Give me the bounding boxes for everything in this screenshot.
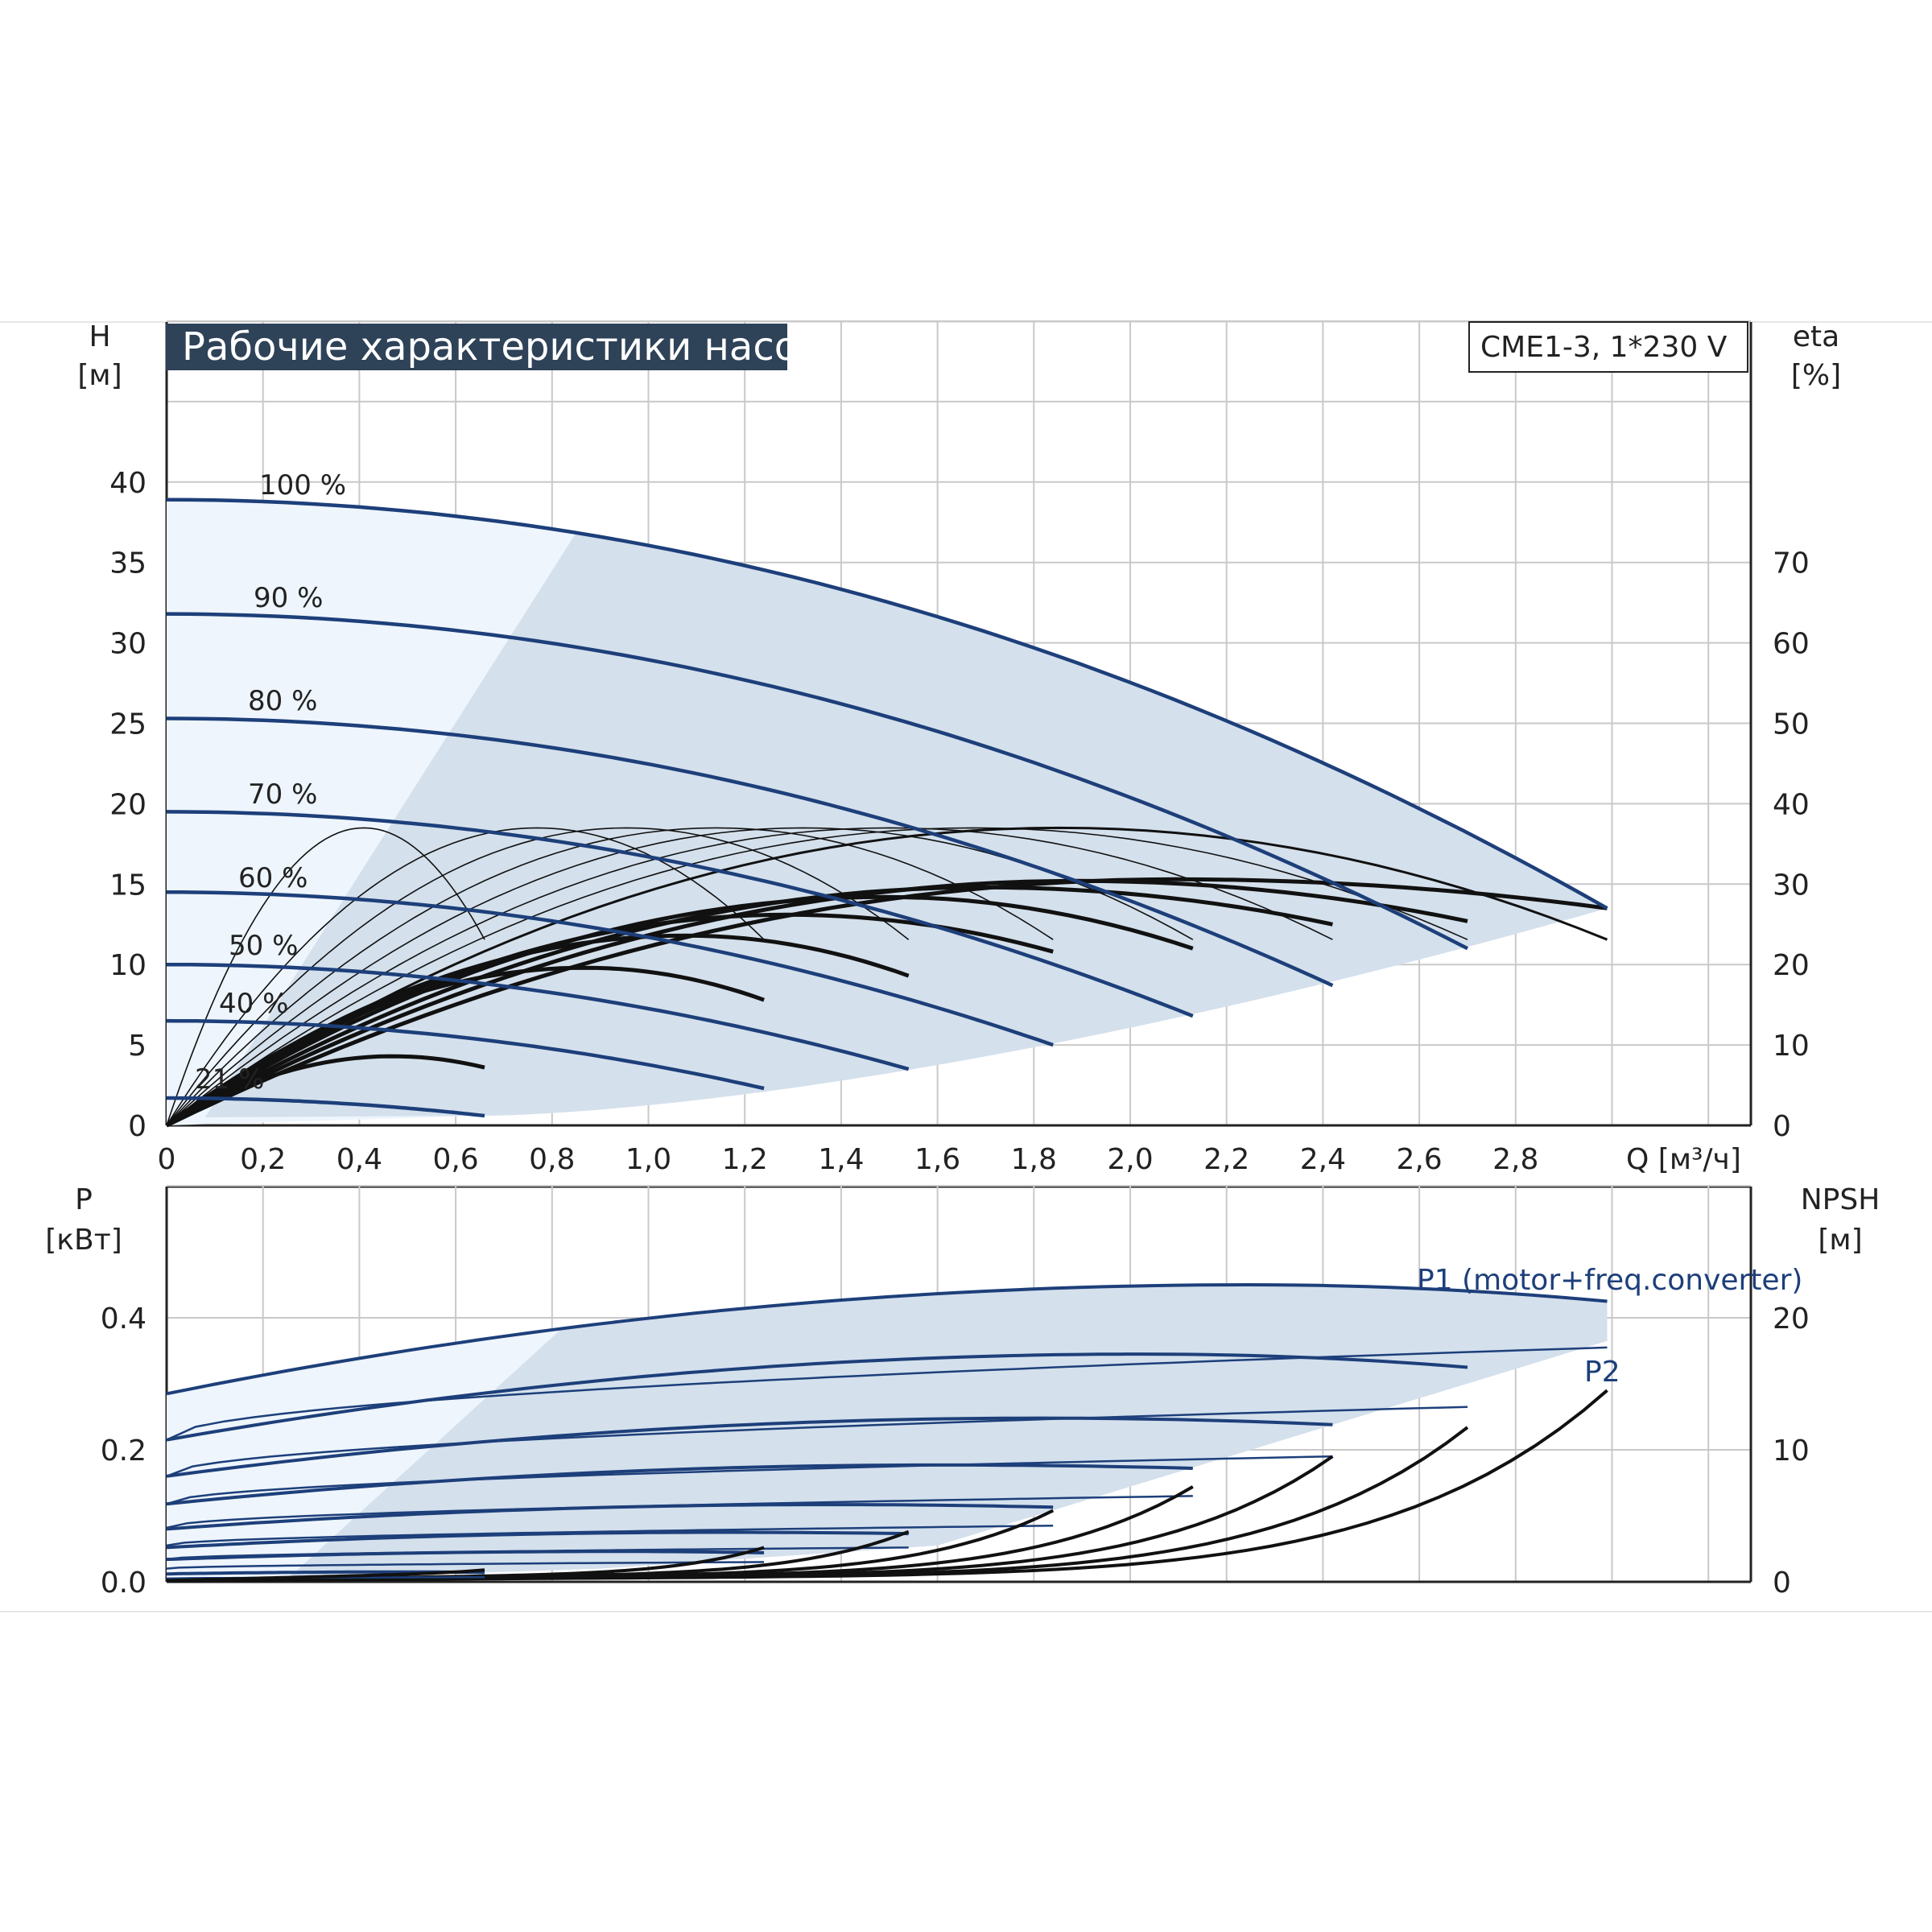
efficiency-thick-curve <box>165 894 1194 1128</box>
x-tick-label: 2,6 <box>1396 1143 1442 1176</box>
x-axis-label: Q [м³/ч] <box>1626 1143 1741 1176</box>
y-tick-label: 15 <box>109 869 147 902</box>
p1-curve <box>166 1282 1608 1396</box>
x-tick-label: 2,8 <box>1492 1143 1538 1176</box>
speed-label: 80 % <box>248 685 317 717</box>
efficiency-curve <box>166 827 1468 1126</box>
y2-tick-label: 20 <box>1773 949 1810 982</box>
npsh-tick-label: 20 <box>1773 1302 1810 1335</box>
efficiency-curve <box>166 827 485 1126</box>
model-label: CME1-3, 1*230 V <box>1480 331 1728 364</box>
head-labels: 0 5 10 15 20 25 30 35 40 0 10 20 30 40 50 60 70 0 0,2 0,4 0,… <box>77 320 1841 1176</box>
speed-label: 100 % <box>259 469 346 502</box>
y-axis-label: H <box>89 320 110 353</box>
y2-tick-label: 60 <box>1773 628 1810 661</box>
y2-tick-label: 70 <box>1773 547 1810 580</box>
head-curve-100pct <box>166 497 1608 910</box>
p1-curve <box>166 1530 909 1550</box>
p1-curve <box>166 1416 1333 1478</box>
npsh-axis-unit: [м] <box>1818 1224 1862 1257</box>
x-tick-label: 0,2 <box>240 1143 286 1176</box>
x-tick-label: 1,4 <box>818 1143 864 1176</box>
speed-label: 90 % <box>254 582 323 614</box>
efficiency-curves <box>165 826 1608 1128</box>
y-tick-label: 30 <box>109 628 147 661</box>
p-axis-label: P <box>75 1183 93 1216</box>
npsh-axis-label: NPSH <box>1801 1183 1880 1216</box>
head-curve-21pct <box>167 1096 485 1118</box>
head-curve-90pct <box>166 612 1469 951</box>
p1-curve <box>166 1463 1193 1506</box>
speed-label: 40 % <box>219 988 288 1020</box>
y2-tick-label: 40 <box>1773 788 1810 821</box>
y2-tick-label: 10 <box>1773 1030 1810 1063</box>
x-tick-label: 1,2 <box>722 1143 768 1176</box>
speed-label: 60 % <box>238 862 308 894</box>
y-tick-label: 5 <box>128 1030 147 1063</box>
efficiency-thick-curve <box>165 877 1608 1128</box>
x-tick-label: 0,8 <box>529 1143 575 1176</box>
p-tick-label: 0.2 <box>101 1435 147 1468</box>
chart-title: Рабочие характеристики насоса <box>182 324 843 369</box>
y2-tick-label: 30 <box>1773 869 1810 902</box>
x-tick-label: 1,8 <box>1011 1143 1057 1176</box>
x-tick-label: 0 <box>158 1143 176 1176</box>
speed-label: 21 % <box>195 1063 264 1096</box>
head-panel: 0 5 10 15 20 25 30 35 40 0 10 20 30 40 50 60 70 0 0,2 0,4 0,… <box>77 320 1841 1176</box>
x-tick-label: 2,0 <box>1107 1143 1153 1176</box>
npsh-tick-label: 0 <box>1773 1567 1791 1600</box>
title-banner <box>166 324 787 370</box>
power-curves <box>166 1282 1608 1583</box>
x-tick-label: 0,6 <box>432 1143 478 1176</box>
speed-label: 50 % <box>229 930 298 962</box>
npsh-tick-label: 10 <box>1773 1435 1810 1468</box>
model-box <box>1468 321 1748 373</box>
p-tick-label: 0.0 <box>101 1567 147 1600</box>
p1-curve <box>166 1550 765 1562</box>
head-curves <box>166 497 1608 1118</box>
p2-curve <box>166 1455 1333 1505</box>
p-axis-unit: [кВт] <box>45 1224 122 1257</box>
head-curve-50pct <box>167 962 910 1071</box>
y-axis-unit: [м] <box>77 359 122 392</box>
p-tick-label: 0.4 <box>101 1302 147 1335</box>
x-tick-label: 1,0 <box>625 1143 671 1176</box>
efficiency-curve <box>166 827 765 1126</box>
y-tick-label: 35 <box>109 547 147 580</box>
x-tick-label: 2,2 <box>1203 1143 1249 1176</box>
p1-label: P1 (motor+freq.converter) <box>1417 1264 1802 1297</box>
power-labels: 0.0 0.2 0.4 0 10 20 P [кВт] NPSH [м] P1 (motor+fre… <box>45 1183 1880 1600</box>
p2-curve <box>166 1561 765 1570</box>
y2-tick-label: 0 <box>1773 1110 1791 1143</box>
p1-curve <box>166 1352 1468 1442</box>
efficiency-curve <box>166 826 1608 1127</box>
head-curve-40pct <box>166 1018 765 1091</box>
head-curve-70pct <box>166 810 1194 1018</box>
y-tick-label: 25 <box>109 708 147 741</box>
speed-label: 70 % <box>248 778 317 811</box>
x-tick-label: 0,4 <box>336 1143 382 1176</box>
power-panel: 0.0 0.2 0.4 0 10 20 P [кВт] NPSH [м] P1 (motor+fre… <box>45 1183 1880 1600</box>
p2-curve <box>166 1406 1468 1477</box>
x-tick-label: 2,4 <box>1300 1143 1346 1176</box>
y-tick-label: 10 <box>109 949 147 982</box>
p1-curve <box>166 1503 1054 1531</box>
y2-axis-unit: [%] <box>1791 359 1841 392</box>
y-tick-label: 40 <box>109 467 147 500</box>
y-tick-label: 0 <box>128 1110 147 1143</box>
x-tick-label: 1,6 <box>914 1143 960 1176</box>
y-tick-label: 20 <box>109 788 147 821</box>
head-curve-60pct <box>167 890 1054 1047</box>
p2-label: P2 <box>1584 1356 1620 1389</box>
npsh-curve <box>166 1568 485 1583</box>
y2-tick-label: 50 <box>1773 708 1810 741</box>
efficiency-curve <box>166 827 1333 1126</box>
y2-axis-label: eta <box>1793 320 1839 353</box>
head-curve-80pct <box>166 716 1334 988</box>
